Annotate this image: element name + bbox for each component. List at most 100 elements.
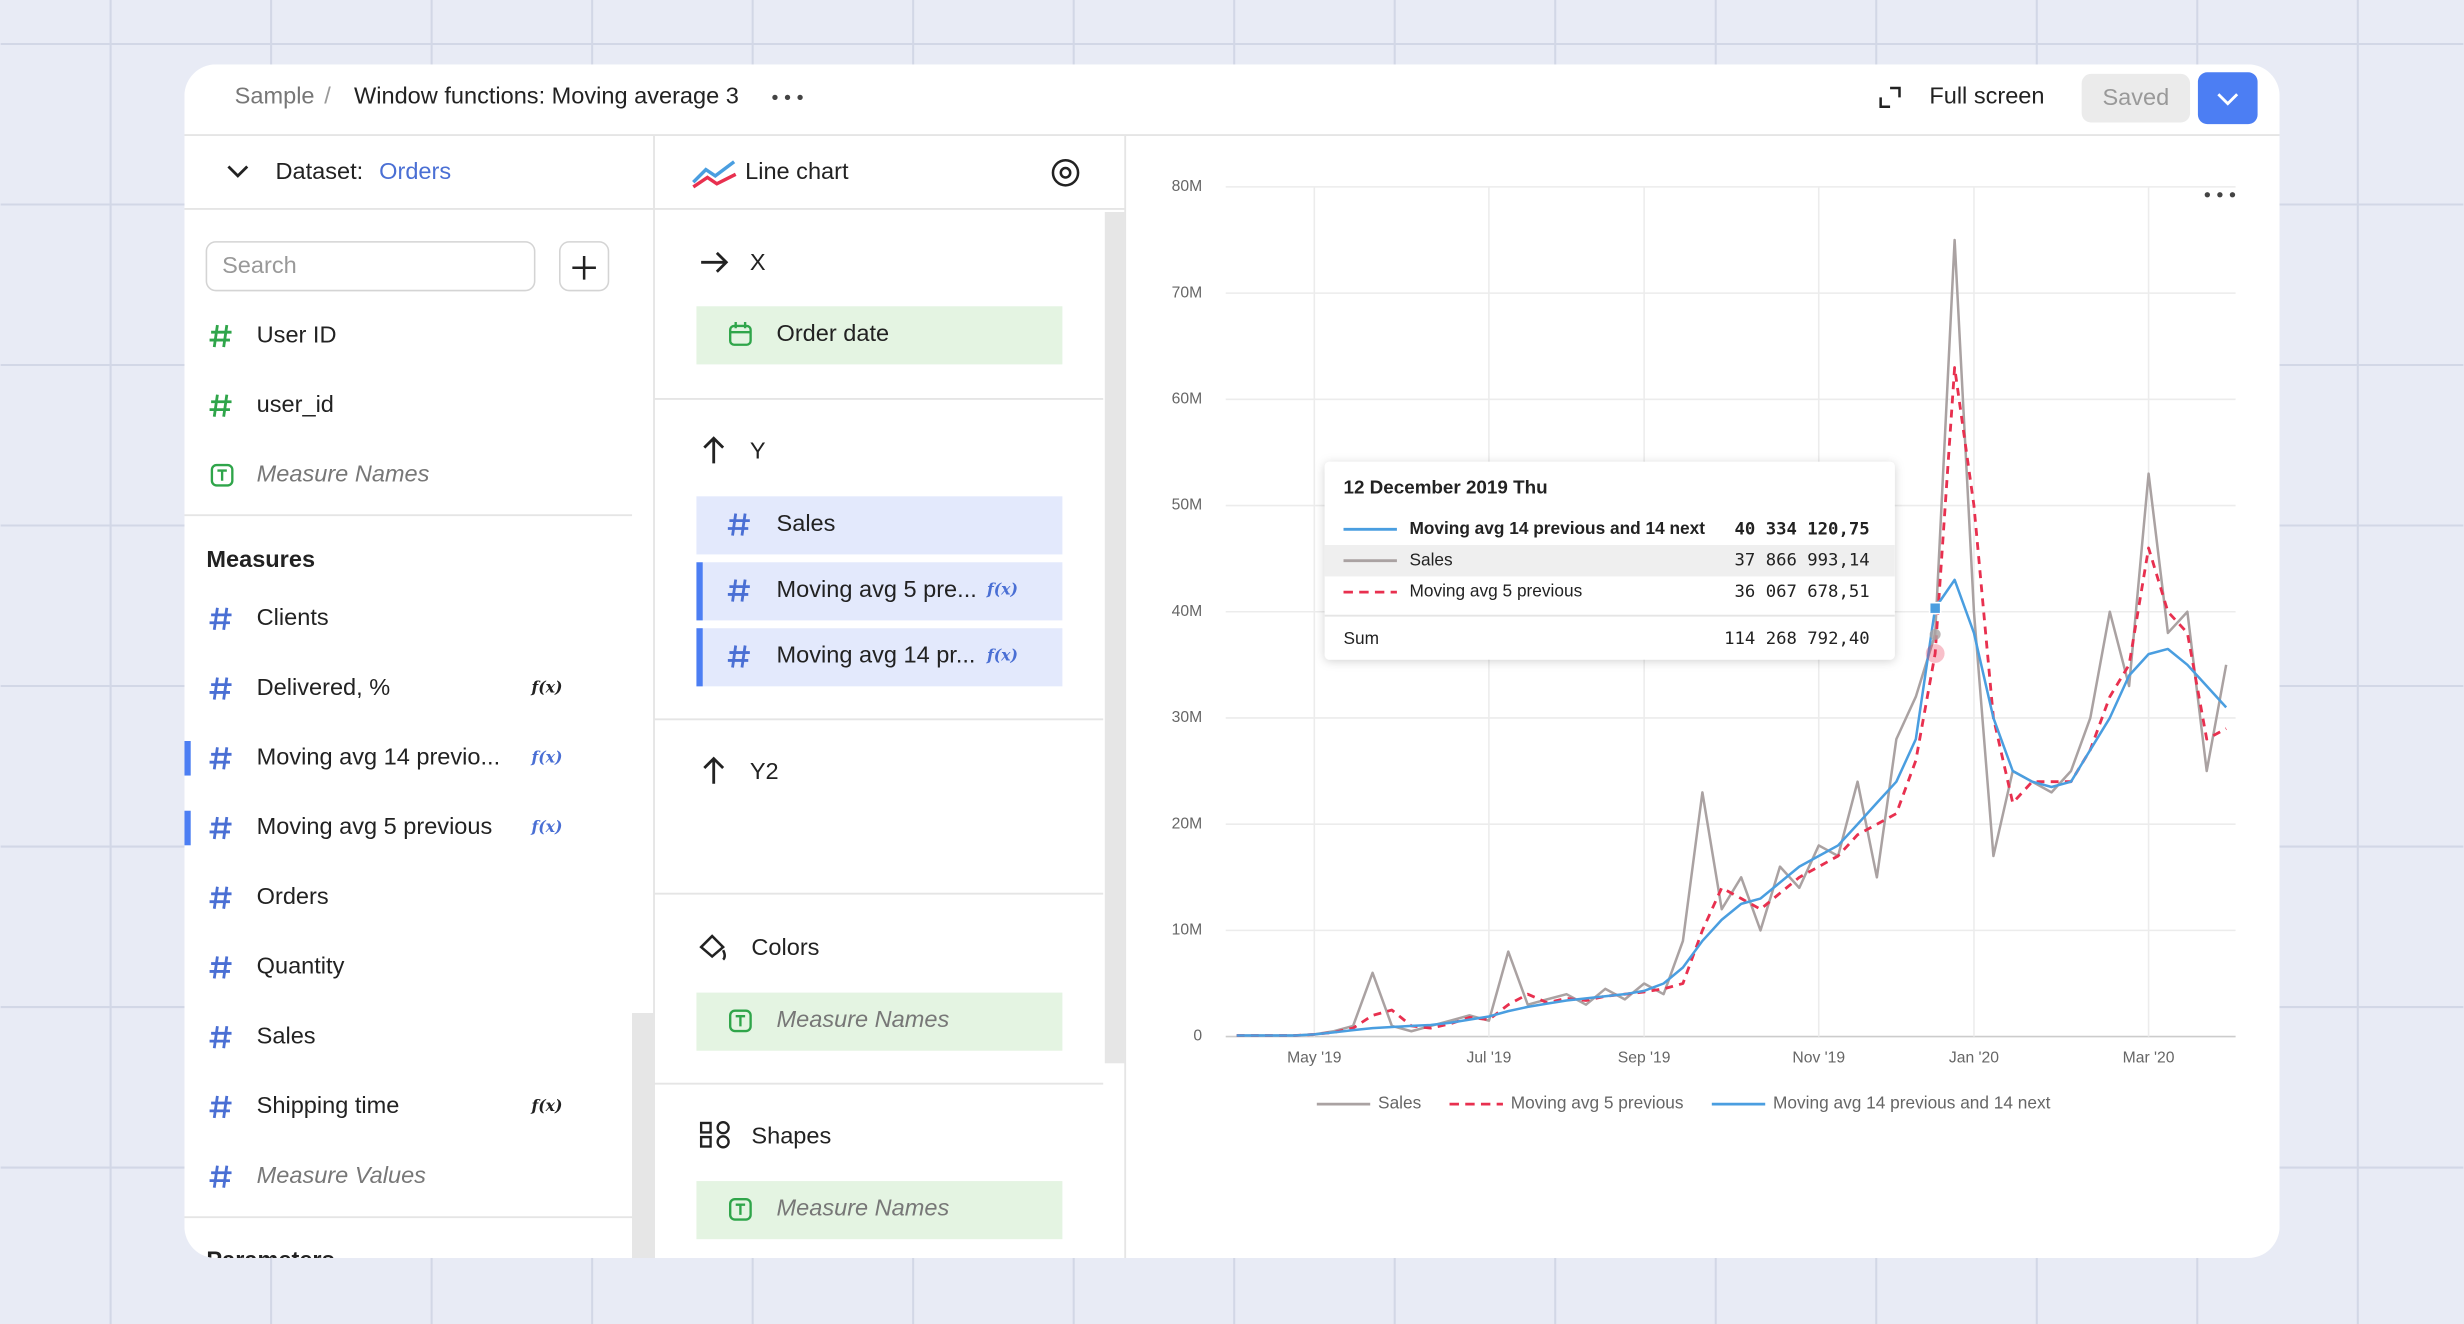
more-icon [2217,192,2223,198]
hover-marker [1929,628,1941,640]
field-chip[interactable] [696,628,1063,687]
text-icon [735,1203,746,1215]
text-icon [729,1009,752,1033]
y-tick-label: 10M [1172,922,1203,939]
saved-label: Saved [2102,84,2169,110]
formula-badge: f(x) [531,678,563,697]
field[interactable]: Clients [257,604,329,630]
legend-label[interactable]: Sales [1378,1093,1422,1113]
field[interactable]: Shipping time [257,1092,400,1118]
selected-marker [696,562,703,621]
breadcrumb[interactable]: Sample [235,83,315,109]
tooltip-name: Sales [1409,549,1453,569]
number-icon [209,816,232,840]
y-tick-label: 30M [1172,709,1203,726]
field[interactable]: Delivered, % [257,674,391,700]
chevron[interactable] [227,165,249,178]
tooltip-highlight [1324,544,1895,577]
hover-marker [1928,601,1942,615]
more-icon [772,94,778,101]
number-icon [209,1026,232,1049]
tooltip-value: 37 866 993,14 [1735,551,1870,571]
field[interactable]: Moving avg 14 previo... [257,743,500,769]
shapes-icon [699,1121,712,1134]
number-icon [209,394,232,417]
menu-button[interactable] [2197,72,2258,125]
formula-badge: f(x) [986,580,1018,599]
formula-badge: f(x) [986,646,1018,665]
x-tick-label: Mar '20 [2123,1050,2175,1067]
section-title: Measures [206,546,315,572]
line-chart-icon [692,172,737,189]
selected-marker [184,741,191,776]
field[interactable]: Measure Values [257,1162,427,1188]
series-line [1236,366,2227,1037]
field[interactable]: Measure Names [257,460,430,486]
number-icon [209,324,232,348]
label: Dataset: [276,158,364,184]
series-line [1236,578,2228,1037]
field[interactable]: user_id [257,391,334,417]
plus-icon [572,256,596,280]
field-chip[interactable] [696,496,1063,555]
x-tick-label: May '19 [1287,1050,1341,1067]
shapes-icon [716,1135,730,1149]
field-chip-label: Moving avg 5 pre... [777,576,977,602]
section-title: Parameters [206,1246,334,1272]
y-tick-label: 40M [1172,603,1203,620]
search-input[interactable] [205,241,536,292]
field-chip-label: Order date [777,320,890,346]
dataset-name[interactable]: Orders [379,158,451,184]
field[interactable]: Orders [257,883,329,909]
field-chip-label: Moving avg 14 pr... [777,642,976,668]
field-chip[interactable] [696,306,1063,365]
breadcrumb-separator: / [324,83,331,109]
number-icon [727,645,750,668]
more-icon [2204,192,2211,198]
field-chip-label: Measure Names [777,1195,950,1221]
date-icon [729,324,752,346]
field-chip[interactable] [696,1181,1063,1240]
field-chip[interactable] [696,992,1063,1051]
settings-icon [1059,166,1072,179]
settings-icon[interactable] [1051,158,1080,187]
editor-card: Sample / Window functions: Moving average … [184,64,2280,1272]
text-icon [729,1197,752,1221]
number-icon [209,607,232,631]
field-chip[interactable] [696,562,1063,621]
field[interactable]: Moving avg 5 previous [257,813,493,839]
breadcrumb-title: Window functions: Moving average 3 [354,83,739,109]
shapes-icon [716,1121,730,1135]
chart-type[interactable]: Line chart [745,158,849,184]
field[interactable]: Quantity [257,953,345,979]
legend-label[interactable]: Moving avg 14 previous and 14 next [1773,1093,2051,1113]
text-icon [217,469,227,481]
formula-badge: f(x) [531,1096,563,1115]
y-tick-label: 0 [1193,1028,1202,1045]
y-tick-label: 70M [1172,284,1203,301]
section-title: Y [750,438,766,464]
fullscreen-icon [1879,86,1901,109]
axis-icon [703,756,725,784]
number-icon [209,677,232,700]
y-tick-label: 60M [1172,390,1203,407]
saved-button[interactable] [2081,73,2191,123]
section-title: X [750,249,766,275]
field[interactable]: Sales [257,1022,316,1048]
formula-badge: f(x) [531,817,563,836]
x-tick-label: Sep '19 [1618,1050,1671,1067]
axis-icon [703,436,725,464]
chevron [2217,93,2239,106]
y-tick-label: 50M [1172,497,1203,514]
shapes-icon [699,1135,712,1148]
legend-label[interactable]: Moving avg 5 previous [1511,1093,1684,1113]
section-title: Colors [751,934,819,960]
field-chip-label: Measure Names [777,1006,950,1032]
tooltip-name: Moving avg 14 previous and 14 next [1409,518,1705,538]
section-title: Y2 [750,758,779,784]
number-icon [209,956,232,979]
number-icon [209,747,232,770]
field[interactable]: User ID [257,321,337,347]
fullscreen-button[interactable]: Full screen [1929,83,2044,109]
